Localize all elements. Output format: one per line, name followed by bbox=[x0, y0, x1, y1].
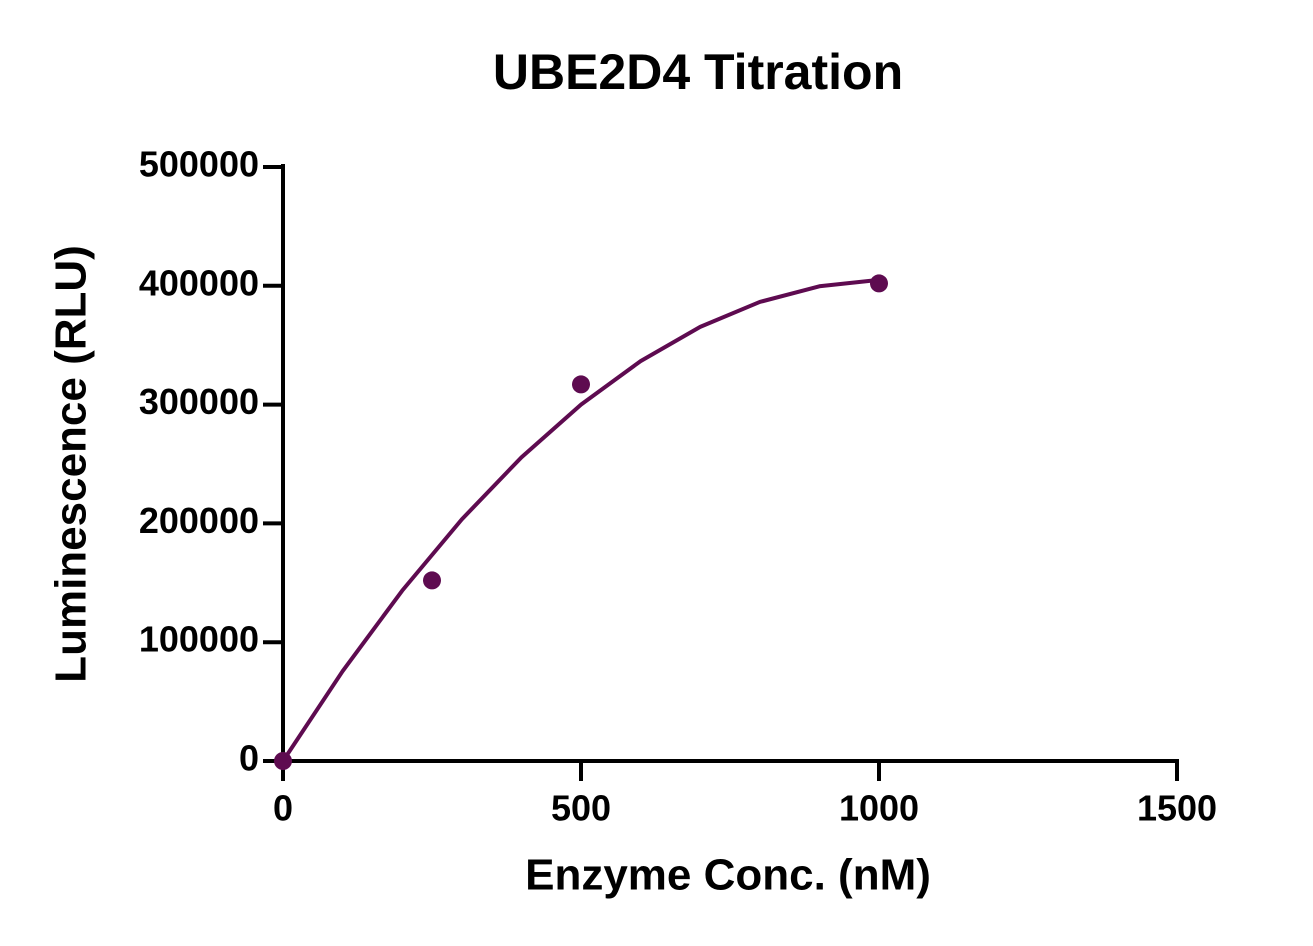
chart-title: UBE2D4 Titration bbox=[493, 44, 903, 100]
x-tick-label: 1000 bbox=[839, 788, 919, 829]
y-tick-label: 200000 bbox=[139, 500, 259, 541]
data-point bbox=[572, 375, 590, 394]
data-point bbox=[870, 274, 888, 293]
y-tick-label: 500000 bbox=[139, 144, 259, 185]
x-tick-label: 500 bbox=[551, 788, 611, 829]
x-tick-label: 1500 bbox=[1137, 788, 1217, 829]
y-tick-label: 100000 bbox=[139, 619, 259, 660]
x-tick-label: 0 bbox=[273, 788, 293, 829]
y-tick-label: 300000 bbox=[139, 381, 259, 422]
x-axis-label: Enzyme Conc. (nM) bbox=[525, 851, 931, 900]
fit-curve bbox=[281, 277, 880, 763]
y-tick-label: 0 bbox=[239, 738, 259, 779]
data-point bbox=[423, 571, 441, 590]
y-tick-label: 400000 bbox=[139, 262, 259, 303]
y-axis-label: Luminescence (RLU) bbox=[47, 245, 96, 683]
